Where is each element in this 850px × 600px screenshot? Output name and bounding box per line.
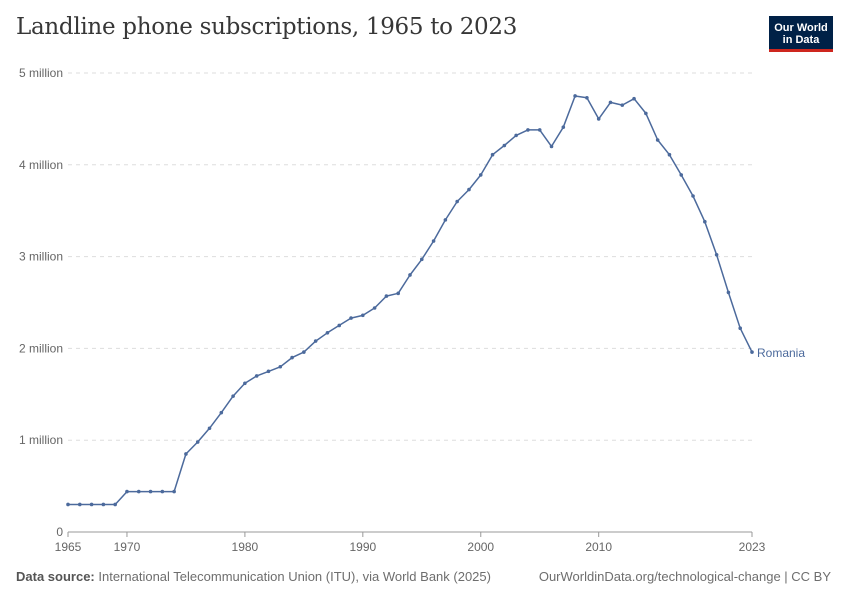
data-source: Data source: International Telecommunica… (16, 569, 491, 584)
data-point (313, 339, 318, 343)
series-layer: Romania (66, 94, 805, 507)
data-point (726, 290, 731, 295)
data-point (148, 489, 153, 494)
data-point (573, 94, 577, 98)
data-point (478, 173, 483, 177)
data-point (160, 489, 165, 494)
data-point (644, 111, 648, 116)
y-tick-label: 1 million (19, 433, 63, 447)
grid-lines (68, 72, 752, 441)
y-tick-label: 3 million (19, 250, 63, 264)
x-tick-label: 2010 (585, 540, 612, 554)
data-point (750, 350, 754, 354)
y-tick-label: 5 million (19, 66, 63, 80)
data-point (207, 426, 212, 431)
owid-logo[interactable]: Our World in Data (769, 16, 833, 52)
data-point (443, 218, 448, 222)
x-tick-label: 1965 (55, 540, 82, 554)
data-point (431, 239, 436, 243)
data-point (77, 502, 82, 507)
data-point (419, 257, 424, 262)
data-point (254, 374, 259, 378)
data-point (632, 96, 636, 101)
data-point (526, 128, 530, 132)
chart-title: Landline phone subscriptions, 1965 to 20… (16, 14, 518, 40)
x-tick-label: 2023 (739, 540, 766, 554)
x-tick-label: 2000 (467, 540, 494, 554)
x-tick-label: 1990 (349, 540, 376, 554)
data-point (290, 355, 294, 360)
data-point (490, 152, 495, 157)
data-point (655, 138, 660, 142)
data-point (184, 452, 188, 456)
data-point (738, 326, 743, 331)
data-point (361, 313, 365, 318)
data-point (620, 103, 625, 107)
source-text: International Telecommunication Union (I… (98, 569, 491, 584)
source-label: Data source: (16, 569, 95, 584)
series-line-romania (68, 95, 753, 506)
data-point (514, 133, 518, 138)
data-point (679, 173, 684, 177)
data-point (302, 350, 306, 354)
data-point (691, 194, 695, 198)
data-point (337, 323, 342, 328)
x-tick-label: 1980 (232, 540, 259, 554)
data-point (667, 152, 672, 157)
y-tick-label: 2 million (19, 341, 63, 355)
data-point (608, 100, 613, 105)
data-point (195, 440, 200, 444)
data-point (703, 219, 707, 224)
axes: 0 1 million 2 million 3 million 4 million 5 m… (19, 66, 766, 554)
data-point (549, 144, 554, 149)
data-point (714, 252, 719, 257)
data-point (585, 95, 589, 100)
data-point (219, 410, 224, 415)
data-point (101, 502, 106, 507)
data-point (231, 394, 235, 398)
data-point (372, 306, 377, 310)
data-point (596, 117, 601, 121)
data-point (125, 489, 129, 494)
data-point (537, 128, 542, 132)
data-point (89, 502, 94, 507)
series-label: Romania (757, 346, 805, 360)
data-point (455, 199, 459, 204)
credit-link[interactable]: OurWorldinData.org/technological-change … (538, 569, 831, 584)
logo-line-2: in Data (782, 33, 820, 46)
y-tick-label: 0 (56, 525, 63, 539)
logo-line-1: Our World (774, 21, 828, 34)
x-tick-label: 1970 (114, 540, 141, 554)
line-chart: 0 1 million 2 million 3 million 4 million 5 m… (19, 66, 805, 554)
data-point (243, 381, 247, 386)
data-point (467, 187, 471, 192)
data-point (172, 489, 176, 494)
data-point (113, 502, 117, 507)
data-point (561, 125, 566, 129)
y-tick-label: 4 million (19, 158, 63, 172)
data-point (278, 364, 283, 369)
data-point (384, 294, 389, 298)
data-point (502, 143, 507, 148)
data-point (396, 291, 401, 296)
data-point (325, 330, 330, 335)
data-point (66, 502, 70, 507)
data-point (349, 316, 353, 320)
data-point (408, 273, 412, 277)
data-point (136, 489, 141, 494)
data-point (266, 369, 271, 374)
